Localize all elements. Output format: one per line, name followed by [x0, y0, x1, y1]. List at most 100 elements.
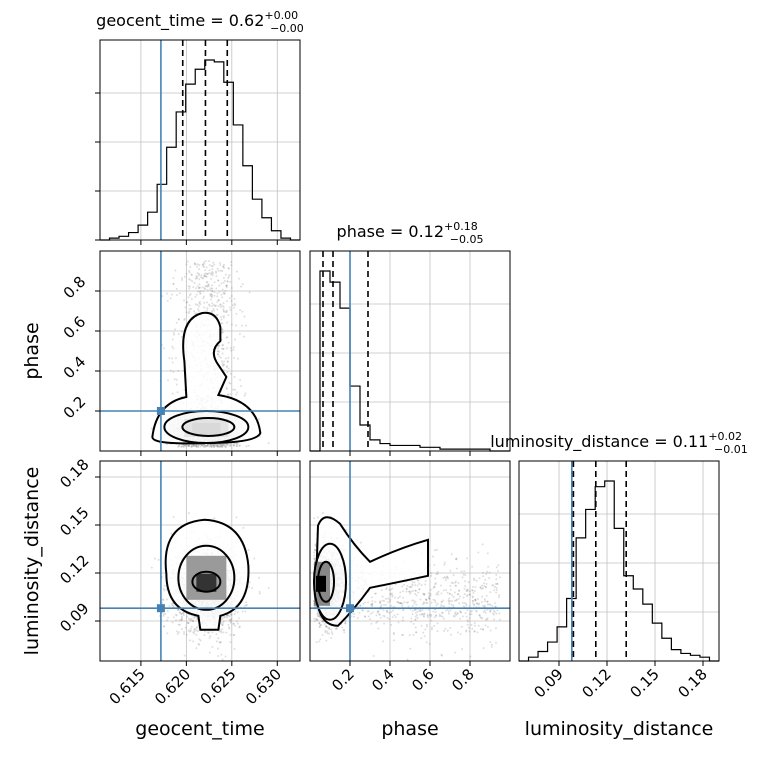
sample-point	[226, 280, 229, 283]
title-plus: +0.00	[264, 9, 298, 22]
sample-point	[190, 307, 193, 310]
sample-point	[217, 353, 220, 356]
sample-point	[203, 445, 206, 448]
sample-point	[162, 347, 165, 350]
hist-line	[100, 59, 300, 241]
sample-point	[189, 292, 192, 295]
sample-point	[171, 293, 174, 296]
sample-point	[202, 277, 205, 280]
sample-point	[189, 619, 192, 622]
sample-point	[215, 275, 218, 278]
sample-point	[238, 626, 241, 629]
sample-point	[175, 614, 178, 617]
sample-point	[233, 302, 236, 305]
sample-point	[197, 308, 200, 311]
sample-point	[222, 316, 225, 319]
sample-point	[236, 611, 239, 614]
sample-point	[213, 294, 216, 297]
sample-point	[218, 284, 221, 287]
sample-point	[233, 356, 236, 359]
sample-point	[205, 444, 208, 447]
sample-point	[216, 443, 219, 446]
sample-point	[161, 598, 164, 601]
sample-point	[180, 330, 183, 333]
sample-point	[210, 264, 213, 267]
sample-point	[174, 269, 177, 272]
sample-point	[222, 266, 225, 269]
sample-point	[190, 273, 193, 276]
sample-point	[200, 276, 203, 279]
sample-point	[188, 269, 191, 272]
sample-point	[227, 267, 230, 270]
sample-point	[211, 302, 214, 305]
sample-point	[202, 444, 205, 447]
sample-point	[180, 445, 183, 448]
sample-point	[190, 617, 193, 620]
sample-point	[221, 305, 224, 308]
sample-point	[221, 288, 224, 291]
sample-point	[175, 287, 178, 290]
sample-point	[224, 655, 227, 658]
sample-point	[190, 273, 193, 276]
sample-point	[183, 299, 186, 302]
sample-point	[227, 356, 230, 359]
sample-point	[239, 378, 242, 381]
sample-point	[208, 264, 211, 267]
sample-point	[178, 444, 181, 447]
sample-point	[212, 303, 215, 306]
sample-point	[215, 287, 218, 290]
sample-point	[223, 360, 226, 363]
sample-point	[206, 445, 209, 448]
sample-point	[224, 444, 227, 447]
sample-point	[248, 291, 251, 294]
sample-point	[204, 288, 207, 291]
sample-point	[248, 581, 251, 584]
sample-point	[193, 630, 196, 633]
sample-point	[208, 651, 211, 654]
sample-point	[195, 276, 198, 279]
sample-point	[205, 285, 208, 288]
sample-point	[210, 443, 213, 446]
sample-point	[174, 328, 177, 331]
sample-point	[226, 360, 229, 363]
sample-point	[201, 286, 204, 289]
sample-point	[210, 284, 213, 287]
sample-point	[166, 616, 169, 619]
sample-point	[176, 608, 179, 611]
sample-point	[225, 347, 228, 350]
sample-point	[207, 631, 210, 634]
sample-point	[187, 617, 190, 620]
sample-point	[247, 444, 250, 447]
sample-point	[216, 314, 219, 317]
sample-point	[230, 264, 233, 267]
sample-point	[224, 357, 227, 360]
sample-point	[228, 297, 231, 300]
sample-point	[192, 445, 195, 448]
sample-point	[172, 347, 175, 350]
sample-point	[215, 445, 218, 448]
sample-point	[234, 610, 237, 613]
sample-point	[201, 277, 204, 280]
sample-point	[209, 288, 212, 291]
sample-point	[222, 443, 225, 446]
sample-point	[244, 610, 247, 613]
sample-point	[222, 315, 225, 318]
sample-point	[198, 274, 201, 277]
sample-point	[217, 279, 220, 282]
sample-point	[243, 335, 246, 338]
sample-point	[244, 392, 247, 395]
sample-point	[198, 278, 201, 281]
sample-point	[163, 584, 166, 587]
sample-point	[171, 361, 174, 364]
sample-point	[218, 355, 221, 358]
sample-point	[219, 445, 222, 448]
sample-point	[199, 292, 202, 295]
sample-point	[172, 282, 175, 285]
sample-point	[219, 356, 222, 359]
sample-point	[216, 267, 219, 270]
sample-point	[235, 324, 238, 327]
sample-point	[175, 619, 178, 622]
hist-line	[310, 270, 510, 452]
sample-point	[219, 443, 222, 446]
